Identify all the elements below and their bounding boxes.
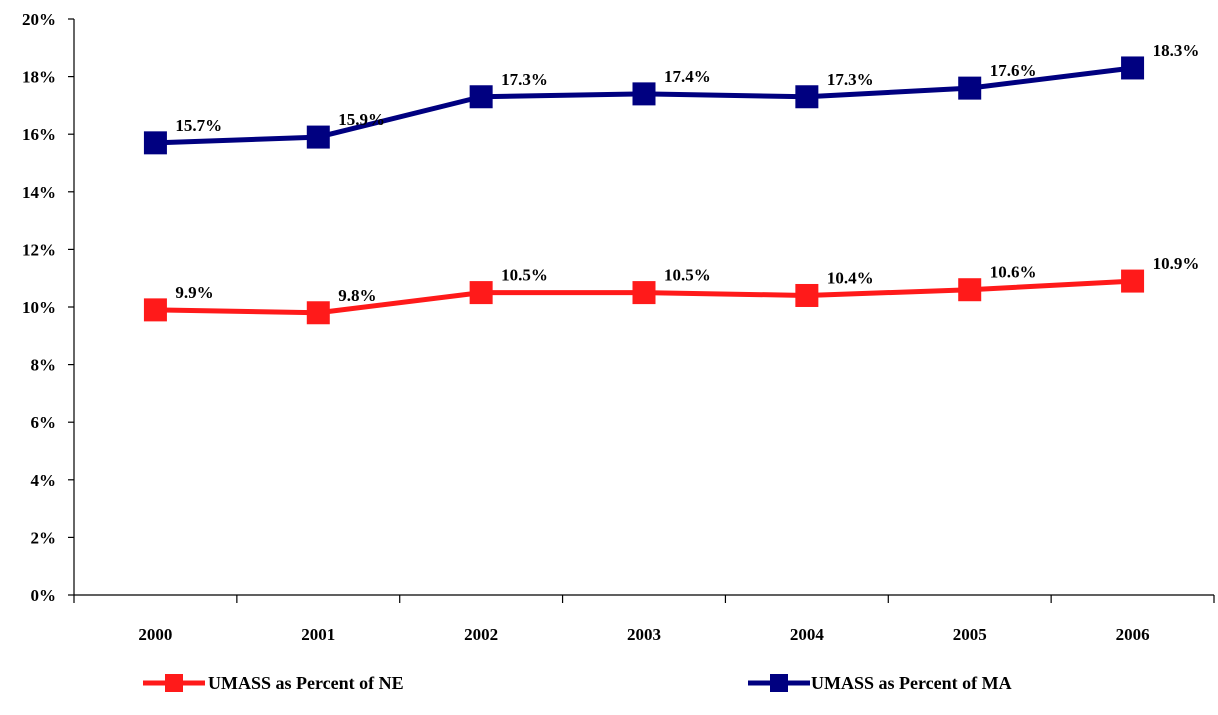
- y-tick-label: 10%: [22, 298, 56, 317]
- legend-marker: [165, 674, 183, 692]
- data-point: [1121, 56, 1145, 80]
- data-label: 15.9%: [338, 110, 385, 129]
- data-point: [469, 85, 493, 109]
- data-point: [795, 283, 819, 307]
- data-point: [958, 76, 982, 100]
- data-label: 17.3%: [827, 70, 874, 89]
- y-axis: 0% 2% 4% 6% 8% 10% 12% 14% 16% 18% 20%: [22, 10, 75, 605]
- data-label: 10.5%: [664, 266, 711, 285]
- y-tick-label: 4%: [31, 471, 57, 490]
- data-point: [632, 281, 656, 305]
- x-tick-label: 2001: [301, 625, 335, 644]
- data-point: [306, 301, 330, 325]
- data-label: 10.9%: [1153, 254, 1200, 273]
- data-point: [143, 298, 167, 322]
- y-tick-label: 20%: [22, 10, 56, 29]
- y-tick-label: 2%: [31, 528, 57, 547]
- legend-label: UMASS as Percent of NE: [208, 673, 404, 693]
- legend-item-1: UMASS as Percent of MA: [748, 673, 1012, 693]
- data-label: 17.3%: [501, 70, 548, 89]
- data-label: 17.6%: [990, 61, 1037, 80]
- x-tick-label: 2002: [464, 625, 498, 644]
- data-point: [143, 131, 167, 155]
- data-point: [958, 278, 982, 302]
- y-tick-label: 18%: [22, 68, 56, 87]
- data-label: 10.5%: [501, 266, 548, 285]
- x-tick-label: 2005: [953, 625, 987, 644]
- data-point: [795, 85, 819, 109]
- legend-marker: [770, 674, 788, 692]
- data-label: 10.6%: [990, 263, 1037, 282]
- data-label: 10.4%: [827, 268, 874, 287]
- y-tick-label: 12%: [22, 240, 56, 259]
- x-axis: 2000 2001 2002 2003 2004 2005 2006: [73, 594, 1215, 644]
- series-layer: [143, 56, 1145, 325]
- y-tick-label: 6%: [31, 413, 57, 432]
- y-tick-label: 8%: [31, 356, 57, 375]
- data-label: 17.4%: [664, 67, 711, 86]
- legend-label: UMASS as Percent of MA: [811, 673, 1012, 693]
- data-point: [306, 125, 330, 149]
- series-line-1: [155, 65, 1133, 146]
- y-tick-label: 14%: [22, 183, 56, 202]
- data-label: 15.7%: [175, 116, 222, 135]
- x-tick-label: 2006: [1116, 625, 1150, 644]
- y-tick-label: 0%: [31, 586, 57, 605]
- x-tick-label: 2000: [138, 625, 172, 644]
- data-point: [1121, 269, 1145, 293]
- x-tick-label: 2003: [627, 625, 661, 644]
- data-label: 18.3%: [1153, 41, 1200, 60]
- y-tick-label: 16%: [22, 125, 56, 144]
- data-label: 9.9%: [175, 283, 213, 302]
- data-point: [632, 82, 656, 106]
- legend: UMASS as Percent of NE UMASS as Percent o…: [143, 673, 1012, 693]
- x-tick-label: 2004: [790, 625, 825, 644]
- legend-item-0: UMASS as Percent of NE: [143, 673, 404, 693]
- data-label: 9.8%: [338, 286, 376, 305]
- data-labels: 9.9% 9.8% 10.5% 10.5% 10.4% 10.6% 10.9% 15.7% 15…: [175, 41, 1199, 305]
- data-point: [469, 281, 493, 305]
